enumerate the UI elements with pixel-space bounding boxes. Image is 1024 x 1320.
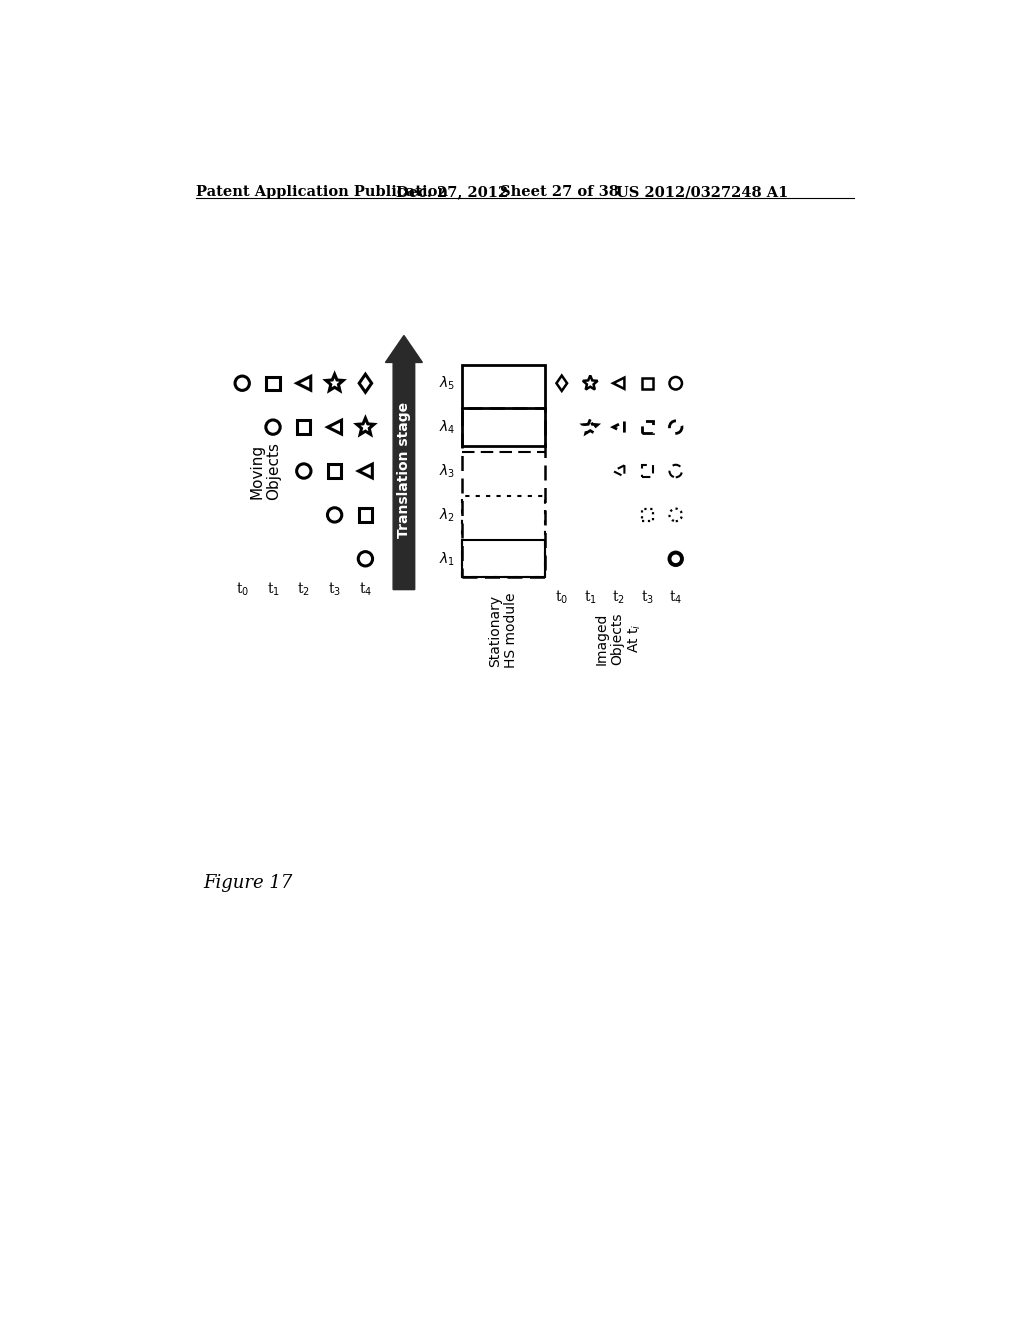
Text: Figure 17: Figure 17 (204, 875, 293, 892)
Text: t$_0$: t$_0$ (555, 589, 568, 606)
Text: $\lambda_5$: $\lambda_5$ (439, 375, 456, 392)
Bar (642, 466, 653, 477)
Text: Patent Application Publication: Patent Application Publication (196, 185, 449, 199)
Text: Stationary
HS module: Stationary HS module (488, 593, 518, 668)
Text: $\lambda_4$: $\lambda_4$ (439, 418, 456, 436)
Text: t$_1$: t$_1$ (584, 589, 597, 606)
Bar (642, 510, 653, 520)
Text: t$_2$: t$_2$ (612, 589, 626, 606)
Bar (462, 496, 545, 577)
Bar (462, 408, 545, 577)
Text: US 2012/0327248 A1: US 2012/0327248 A1 (615, 185, 788, 199)
Text: t$_3$: t$_3$ (641, 589, 653, 606)
Text: t$_3$: t$_3$ (328, 581, 341, 598)
Bar (297, 421, 310, 434)
Text: Imaged
Objects
At t$_i$: Imaged Objects At t$_i$ (594, 612, 643, 664)
Text: Translation stage: Translation stage (397, 403, 411, 539)
Bar (328, 465, 341, 478)
Text: t$_4$: t$_4$ (669, 589, 682, 606)
Text: Dec. 27, 2012: Dec. 27, 2012 (396, 185, 509, 199)
Bar (462, 364, 545, 446)
Text: Moving
Objects: Moving Objects (249, 442, 282, 500)
Text: t$_2$: t$_2$ (297, 581, 310, 598)
Text: t$_0$: t$_0$ (236, 581, 249, 598)
Bar (266, 376, 280, 389)
Text: $\lambda_3$: $\lambda_3$ (439, 462, 456, 479)
Bar (642, 378, 653, 389)
Text: $\lambda_2$: $\lambda_2$ (439, 506, 456, 524)
Text: t$_4$: t$_4$ (358, 581, 372, 598)
Text: $\lambda_1$: $\lambda_1$ (439, 550, 456, 568)
Text: Sheet 27 of 38: Sheet 27 of 38 (500, 185, 620, 199)
Text: t$_1$: t$_1$ (266, 581, 280, 598)
Bar (358, 508, 372, 521)
Bar (642, 421, 653, 433)
Bar (462, 540, 545, 577)
FancyArrow shape (385, 335, 422, 590)
